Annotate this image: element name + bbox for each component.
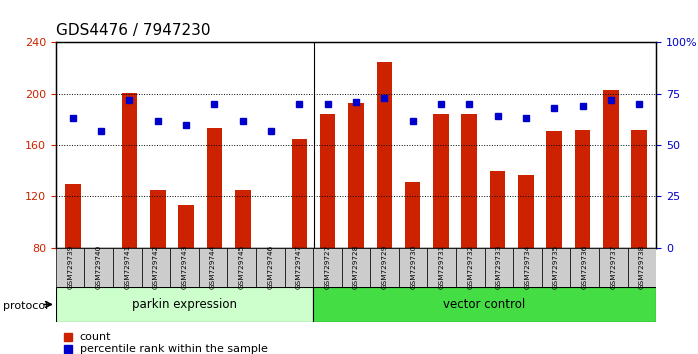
FancyBboxPatch shape — [199, 248, 228, 287]
FancyBboxPatch shape — [84, 248, 113, 287]
FancyBboxPatch shape — [170, 248, 199, 287]
FancyBboxPatch shape — [256, 248, 285, 287]
Text: GSM729737: GSM729737 — [610, 245, 616, 290]
Bar — [603, 90, 618, 248]
Text: GSM729734: GSM729734 — [524, 245, 530, 290]
Bar — [150, 190, 165, 248]
FancyBboxPatch shape — [399, 248, 427, 287]
FancyBboxPatch shape — [313, 248, 342, 287]
Bar — [490, 171, 505, 248]
Text: GSM729739: GSM729739 — [67, 245, 73, 290]
Text: GSM729745: GSM729745 — [239, 245, 244, 290]
Text: GSM729732: GSM729732 — [468, 245, 473, 290]
FancyBboxPatch shape — [113, 248, 142, 287]
FancyBboxPatch shape — [513, 248, 542, 287]
FancyBboxPatch shape — [56, 287, 313, 322]
Bar — [348, 103, 364, 248]
Bar — [178, 205, 194, 248]
Text: GSM729733: GSM729733 — [496, 245, 502, 290]
Bar — [518, 175, 534, 248]
Text: GSM729743: GSM729743 — [181, 245, 188, 290]
Bar — [207, 129, 222, 248]
Bar — [547, 131, 562, 248]
Bar — [292, 139, 307, 248]
Text: percentile rank within the sample: percentile rank within the sample — [80, 344, 268, 354]
Text: GSM729742: GSM729742 — [153, 245, 159, 290]
Text: GSM729740: GSM729740 — [96, 245, 102, 290]
Text: GSM729729: GSM729729 — [382, 245, 387, 290]
Text: GSM729728: GSM729728 — [353, 245, 359, 290]
Text: GSM729731: GSM729731 — [439, 245, 445, 290]
Bar — [121, 92, 138, 248]
FancyBboxPatch shape — [142, 248, 170, 287]
Bar — [65, 184, 80, 248]
Text: GSM729727: GSM729727 — [325, 245, 330, 290]
FancyBboxPatch shape — [56, 248, 84, 287]
Bar — [405, 182, 420, 248]
Bar — [235, 190, 251, 248]
Text: GSM729746: GSM729746 — [267, 245, 273, 290]
Text: GSM729741: GSM729741 — [124, 245, 131, 290]
Text: parkin expression: parkin expression — [132, 298, 237, 311]
FancyBboxPatch shape — [484, 248, 513, 287]
Text: GSM729744: GSM729744 — [210, 245, 216, 290]
Bar — [461, 114, 477, 248]
Bar — [632, 130, 647, 248]
FancyBboxPatch shape — [370, 248, 399, 287]
Bar — [320, 114, 336, 248]
FancyBboxPatch shape — [542, 248, 570, 287]
Text: count: count — [80, 332, 112, 342]
Text: GSM729747: GSM729747 — [296, 245, 302, 290]
Text: GDS4476 / 7947230: GDS4476 / 7947230 — [56, 23, 210, 38]
FancyBboxPatch shape — [285, 248, 313, 287]
FancyBboxPatch shape — [313, 287, 656, 322]
FancyBboxPatch shape — [228, 248, 256, 287]
Text: vector control: vector control — [443, 298, 526, 311]
Bar — [574, 130, 591, 248]
FancyBboxPatch shape — [570, 248, 599, 287]
Text: protocol: protocol — [3, 301, 49, 311]
FancyBboxPatch shape — [628, 248, 656, 287]
FancyBboxPatch shape — [342, 248, 370, 287]
Bar — [433, 114, 449, 248]
FancyBboxPatch shape — [599, 248, 628, 287]
Text: GSM729730: GSM729730 — [410, 245, 416, 290]
FancyBboxPatch shape — [427, 248, 456, 287]
FancyBboxPatch shape — [456, 248, 484, 287]
Bar — [376, 62, 392, 248]
Text: GSM729736: GSM729736 — [581, 245, 588, 290]
Text: GSM729738: GSM729738 — [639, 245, 645, 290]
Text: GSM729735: GSM729735 — [553, 245, 559, 290]
